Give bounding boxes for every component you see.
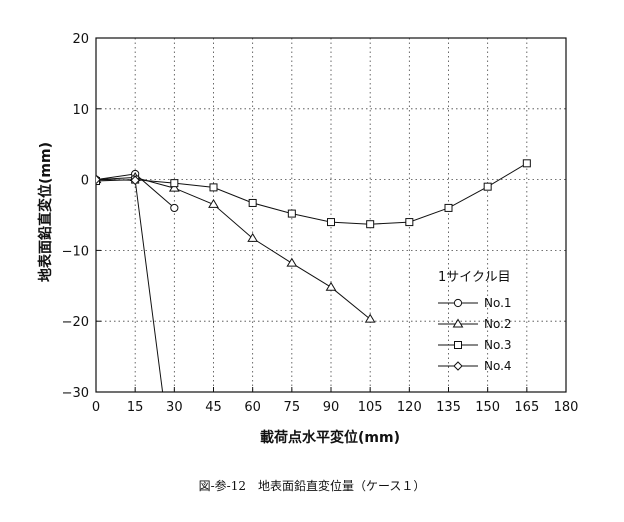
data-point bbox=[168, 182, 180, 192]
data-point bbox=[287, 209, 296, 218]
x-tick-label: 180 bbox=[554, 400, 579, 415]
data-point bbox=[286, 257, 298, 267]
legend-marker bbox=[453, 298, 463, 308]
x-tick-label: 135 bbox=[436, 400, 461, 415]
legend-entry: No.4 bbox=[438, 359, 512, 373]
legend-entry: No.1 bbox=[438, 296, 512, 310]
legend-marker bbox=[452, 318, 464, 328]
y-tick-label: 0 bbox=[81, 174, 89, 189]
x-tick-label: 30 bbox=[166, 400, 183, 415]
data-point bbox=[208, 198, 219, 208]
series-2 bbox=[96, 172, 376, 323]
data-point bbox=[366, 220, 375, 229]
series-4 bbox=[96, 174, 164, 392]
data-point bbox=[522, 159, 531, 168]
data-point bbox=[405, 218, 414, 227]
data-point bbox=[96, 174, 101, 185]
x-tick-label: 90 bbox=[323, 400, 340, 415]
legend-label: No.3 bbox=[484, 338, 512, 352]
x-tick-label: 45 bbox=[205, 400, 222, 415]
series-line bbox=[96, 176, 371, 320]
x-tick-label: 75 bbox=[284, 400, 301, 415]
data-point bbox=[247, 232, 259, 242]
x-tick-label: 150 bbox=[475, 400, 500, 415]
x-tick-label: 105 bbox=[358, 400, 383, 415]
data-point bbox=[327, 218, 335, 227]
grid bbox=[96, 38, 566, 392]
data-point bbox=[170, 179, 179, 188]
y-axis-title: 地表面鉛直変位(mm) bbox=[37, 142, 54, 282]
legend-entry: No.2 bbox=[438, 317, 512, 331]
series-line bbox=[96, 179, 164, 392]
data-point bbox=[248, 198, 257, 207]
ticks: 0 15 30 45 60 75 90 105 120 135 150 165 180 −30 −20 −10… bbox=[62, 32, 579, 415]
data-point bbox=[209, 183, 218, 192]
series-layer bbox=[96, 159, 531, 392]
x-tick-label: 15 bbox=[127, 400, 144, 415]
x-tick-label: 0 bbox=[92, 400, 100, 415]
x-tick-label: 165 bbox=[514, 400, 539, 415]
legend-label: No.2 bbox=[484, 317, 512, 331]
x-axis-title: 載荷点水平変位(mm) bbox=[260, 429, 400, 446]
legend: 1サイクル目 No.1 No.2 No.3 No.4 bbox=[438, 270, 512, 373]
x-tick-label: 60 bbox=[244, 400, 261, 415]
legend-label: No.1 bbox=[484, 296, 512, 310]
legend-entry: No.3 bbox=[438, 338, 512, 352]
legend-title: 1サイクル目 bbox=[438, 270, 511, 285]
data-point bbox=[444, 203, 453, 212]
data-point bbox=[130, 175, 140, 186]
y-tick-label: −30 bbox=[62, 386, 89, 401]
legend-marker bbox=[453, 361, 463, 371]
data-point bbox=[170, 203, 179, 213]
data-point bbox=[483, 182, 492, 191]
y-tick-label: 20 bbox=[72, 32, 89, 47]
series-line bbox=[96, 162, 528, 225]
figure-caption: 図-参-12 地表面鉛直変位量（ケース１） bbox=[199, 478, 426, 493]
x-tick-label: 120 bbox=[397, 400, 422, 415]
legend-marker bbox=[454, 341, 462, 349]
y-tick-label: 10 bbox=[72, 103, 89, 118]
series-3 bbox=[96, 159, 531, 229]
legend-label: No.4 bbox=[484, 359, 512, 373]
data-point bbox=[325, 281, 337, 291]
y-tick-label: −10 bbox=[62, 244, 89, 259]
y-tick-label: −20 bbox=[62, 315, 89, 330]
data-point bbox=[364, 313, 376, 323]
